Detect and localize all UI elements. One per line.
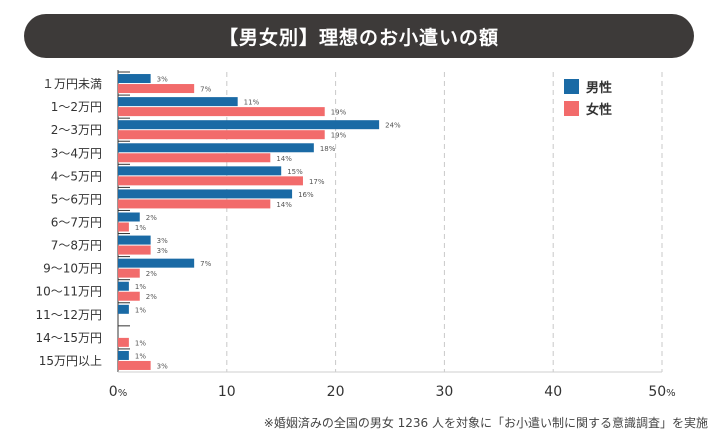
bar-male	[118, 120, 380, 130]
category-label: 1～2万円	[51, 100, 102, 114]
data-label: 1%	[135, 339, 146, 347]
data-label: 1%	[135, 306, 146, 314]
bar-female	[118, 337, 129, 347]
data-label: 7%	[200, 86, 211, 94]
bar-female	[118, 199, 271, 209]
category-label: １万円未満	[42, 77, 102, 91]
data-label: 17%	[309, 178, 325, 186]
bars: 3%7%11%19%24%19%18%14%15%17%16%14%2%1%3%…	[118, 74, 401, 370]
data-label: 3%	[157, 76, 168, 84]
bar-female	[118, 291, 140, 301]
bar-female	[118, 107, 325, 117]
data-label: 3%	[157, 237, 168, 245]
bar-male	[118, 304, 129, 314]
x-tick-label: 20	[327, 384, 345, 400]
bar-female	[118, 153, 271, 163]
data-label: 14%	[276, 155, 292, 163]
legend-label: 女性	[586, 102, 612, 118]
legend-label: 男性	[586, 80, 612, 96]
data-label: 19%	[331, 132, 347, 140]
chart-title: 【男女別】理想のお小遣いの額	[24, 14, 694, 58]
bar-female	[118, 176, 303, 186]
x-tick-label: 0%	[109, 384, 127, 400]
bar-male	[118, 189, 293, 199]
bar-female	[118, 268, 140, 278]
legend-swatch	[564, 101, 579, 116]
category-label: 11～12万円	[35, 308, 102, 322]
data-label: 18%	[320, 145, 336, 153]
x-tick-label: 40	[544, 384, 562, 400]
bar-male	[118, 350, 129, 360]
category-label: 15万円以上	[39, 354, 102, 368]
x-tick-label: 10	[218, 384, 236, 400]
bar-female	[118, 130, 325, 140]
data-label: 11%	[244, 99, 260, 107]
bar-male	[118, 281, 129, 291]
category-label: 5～6万円	[51, 192, 102, 206]
data-label: 14%	[276, 201, 292, 209]
data-label: 7%	[200, 260, 211, 268]
x-tick-label: 30	[435, 384, 453, 400]
category-label: 4～5万円	[51, 169, 102, 183]
bar-male	[118, 74, 151, 84]
category-label: 9～10万円	[43, 262, 102, 276]
category-label: 7～8万円	[51, 239, 102, 253]
data-label: 2%	[146, 214, 157, 222]
bar-male	[118, 212, 140, 222]
bar-female	[118, 360, 151, 370]
data-label: 15%	[287, 168, 303, 176]
category-label: 10～11万円	[35, 285, 102, 299]
data-label: 19%	[331, 109, 347, 117]
bar-male	[118, 235, 151, 245]
x-tick-label: 50%	[648, 384, 675, 400]
data-label: 1%	[135, 352, 146, 360]
data-label: 2%	[146, 293, 157, 301]
data-label: 3%	[157, 362, 168, 370]
bar-male	[118, 166, 282, 176]
category-label: 3～4万円	[51, 146, 102, 160]
category-label: 6～7万円	[51, 216, 102, 230]
data-label: 3%	[157, 247, 168, 255]
x-axis-ticks: 0% 10 20 30 40 50%	[109, 384, 676, 400]
legend-swatch	[564, 79, 579, 94]
data-label: 2%	[146, 270, 157, 278]
bar-male	[118, 143, 314, 153]
footnote: ※婚姻済みの全国の男女 1236 人を対象に「お小遣い制に関する意識調査」を実施	[263, 416, 708, 430]
bar-male	[118, 97, 238, 107]
category-label: 2～3万円	[51, 123, 102, 137]
bar-female	[118, 245, 151, 255]
bar-female	[118, 84, 195, 94]
data-label: 1%	[135, 224, 146, 232]
bar-male	[118, 258, 195, 268]
data-label: 24%	[385, 122, 401, 130]
bar-female	[118, 222, 129, 232]
data-label: 16%	[298, 191, 314, 199]
category-label: 14～15万円	[35, 331, 102, 345]
category-labels: １万円未満 1～2万円 2～3万円 3～4万円 4～5万円 5～6万円 6～7万円 7～8万円…	[35, 77, 102, 368]
data-label: 1%	[135, 283, 146, 291]
